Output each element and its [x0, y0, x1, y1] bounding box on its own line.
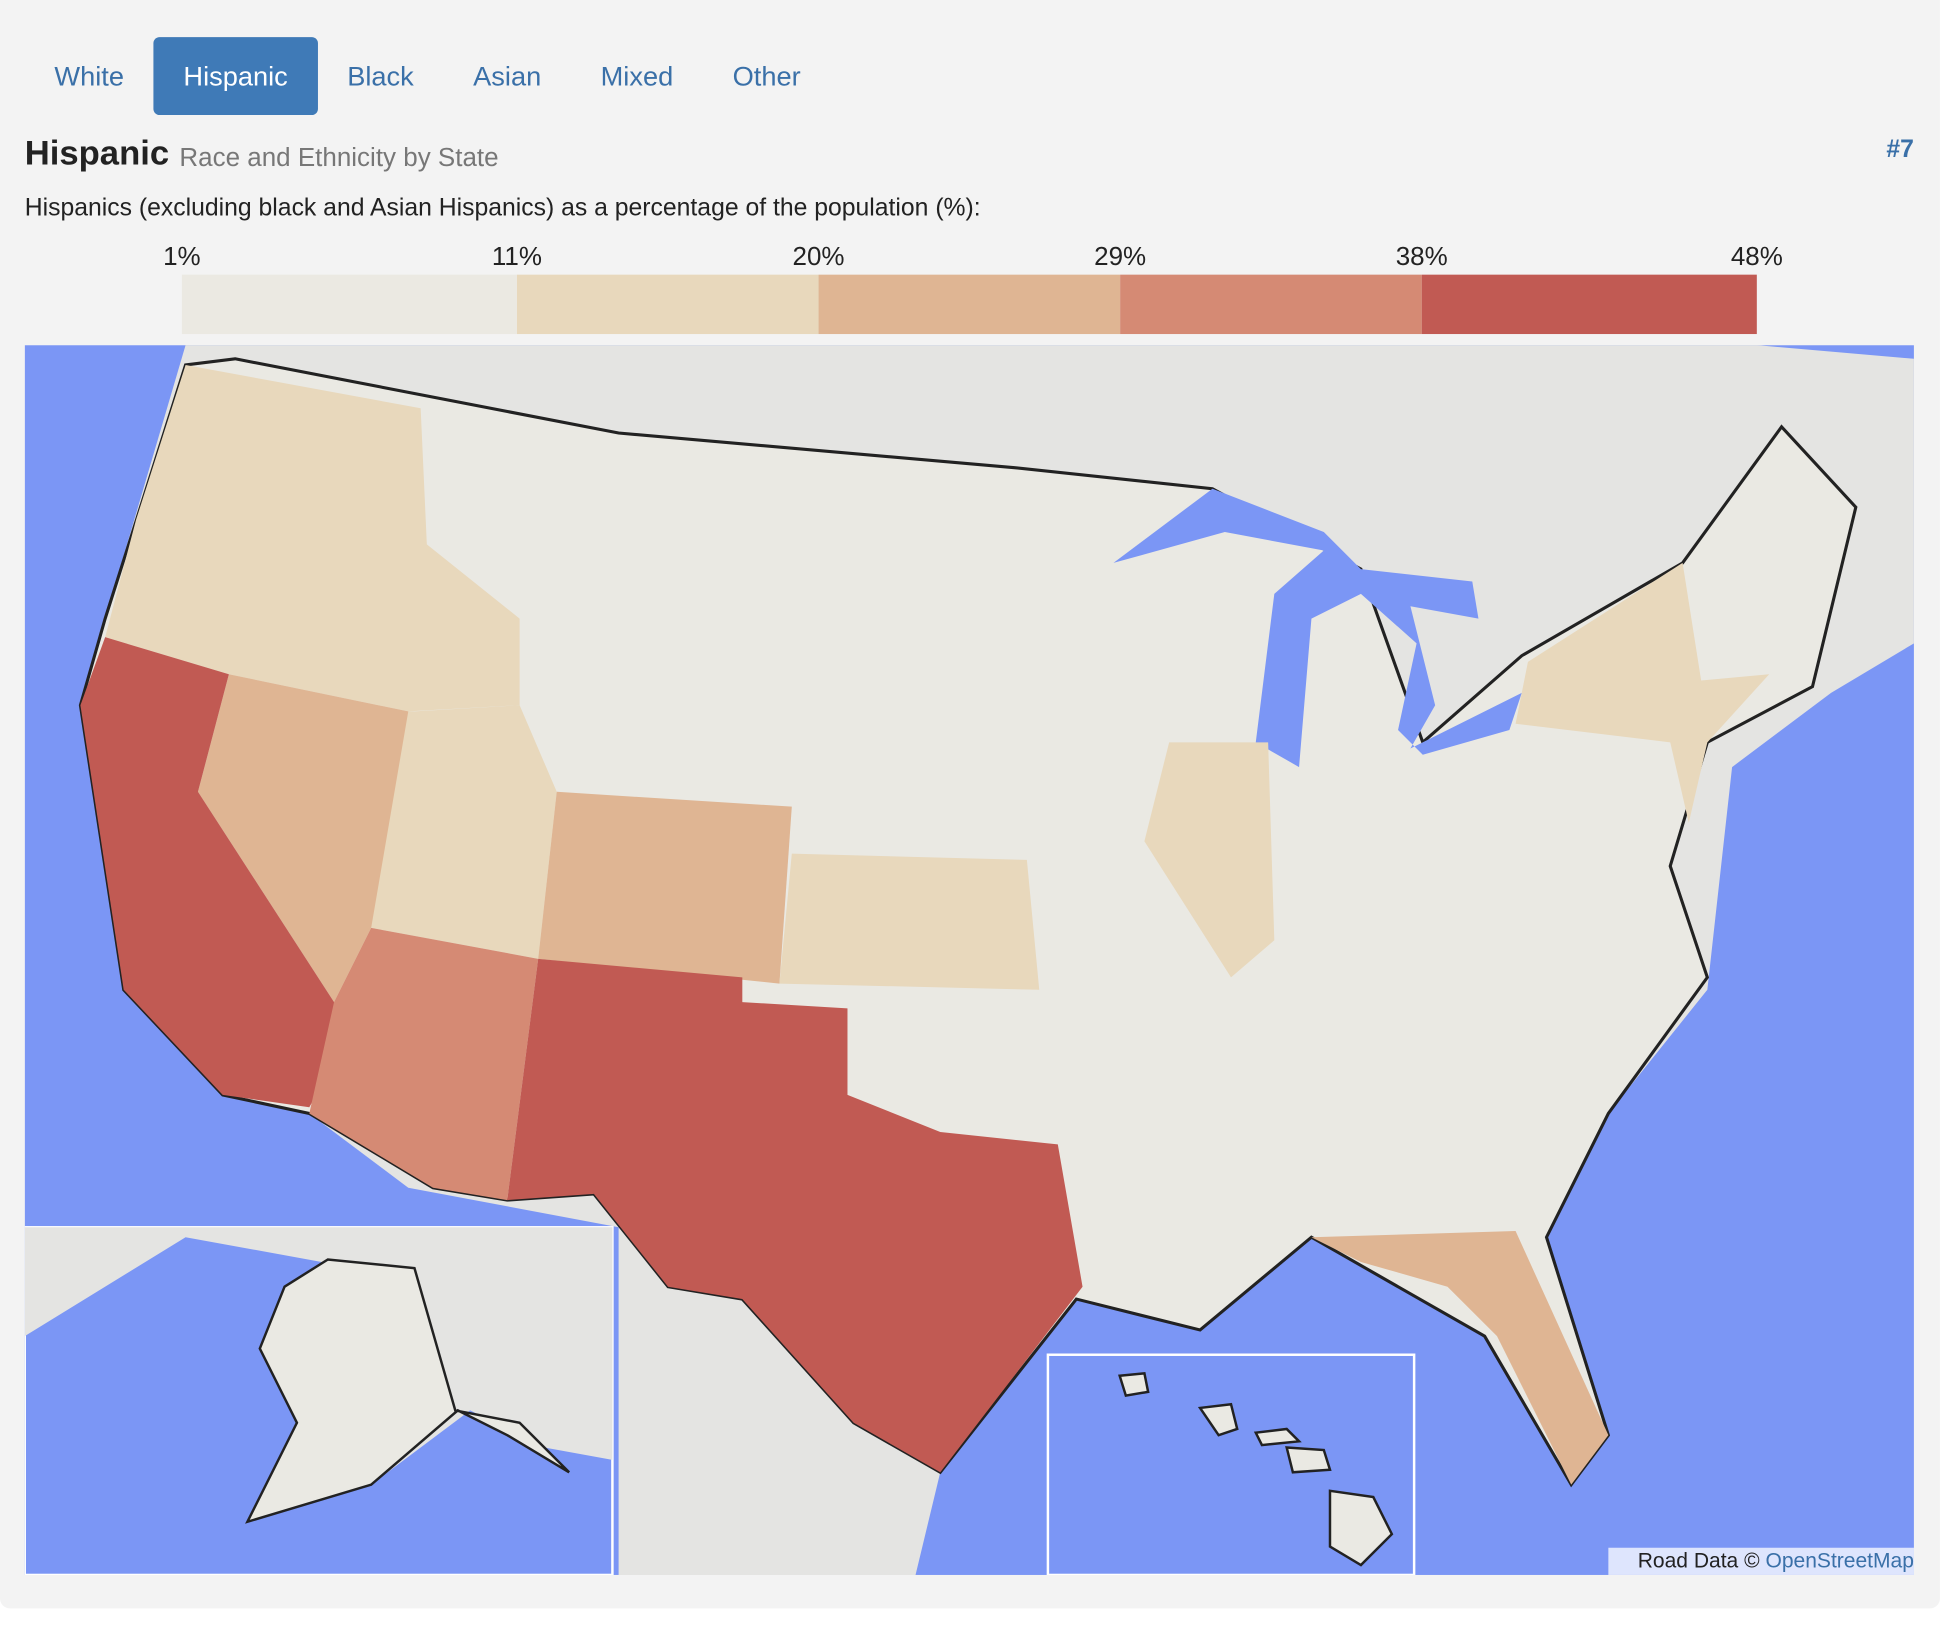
tab[interactable]: Black — [347, 60, 414, 92]
state-california — [80, 637, 341, 1108]
state-nevada — [197, 674, 409, 1003]
tab[interactable]: White — [54, 60, 125, 92]
hawaii — [1118, 1371, 1394, 1567]
legend-tick-label: 11% — [492, 241, 542, 271]
subtitle: Race and Ethnicity by State — [179, 143, 499, 172]
legend-bin — [1120, 274, 1422, 335]
state-utah — [371, 705, 557, 959]
alaska — [245, 1258, 570, 1524]
state-kansas — [779, 853, 1040, 990]
legend-bin — [818, 274, 1121, 335]
state-arizona — [309, 927, 539, 1201]
great-lakes — [1113, 488, 1522, 768]
tab-bar: White Hispanic Black Asian Mixed Other — [25, 37, 831, 116]
title: Hispanic — [24, 133, 170, 172]
state-florida — [1311, 1231, 1609, 1485]
attribution-text: Road Data © — [1637, 1548, 1760, 1573]
island — [1328, 1489, 1394, 1567]
attribution: Road Data © OpenStreetMap — [1608, 1547, 1914, 1575]
island — [1285, 1446, 1332, 1474]
tab[interactable]: Hispanic — [153, 37, 318, 116]
tab[interactable]: Asian — [473, 60, 542, 92]
legend-bin — [516, 274, 819, 335]
legend-tick-label: 1% — [163, 241, 201, 271]
state-colorado — [538, 791, 792, 984]
state-wa-or-id — [105, 364, 520, 712]
attribution-link[interactable]: OpenStreetMap — [1765, 1548, 1914, 1573]
island — [1253, 1427, 1302, 1447]
legend-bin — [181, 274, 517, 335]
legend: 1% 11% 20% 29% 38% 48% — [163, 241, 1783, 335]
state-nm-tx — [507, 958, 1083, 1473]
island — [1118, 1371, 1150, 1397]
state-illinois — [1144, 742, 1275, 978]
rank-link[interactable]: #7 — [1886, 136, 1914, 164]
map — [24, 345, 1914, 1575]
state-ny-nj — [1515, 562, 1770, 823]
legend-tick-label: 20% — [793, 241, 845, 271]
description: Hispanics (excluding black and Asian His… — [24, 194, 981, 222]
legend-tick-label: 48% — [1731, 241, 1783, 271]
legend-tick-label: 38% — [1396, 241, 1448, 271]
legend-tick-label: 29% — [1094, 241, 1146, 271]
island — [1197, 1402, 1239, 1437]
tab[interactable]: Mixed — [600, 60, 674, 92]
legend-bin — [1421, 274, 1757, 335]
tab[interactable]: Other — [732, 60, 801, 92]
